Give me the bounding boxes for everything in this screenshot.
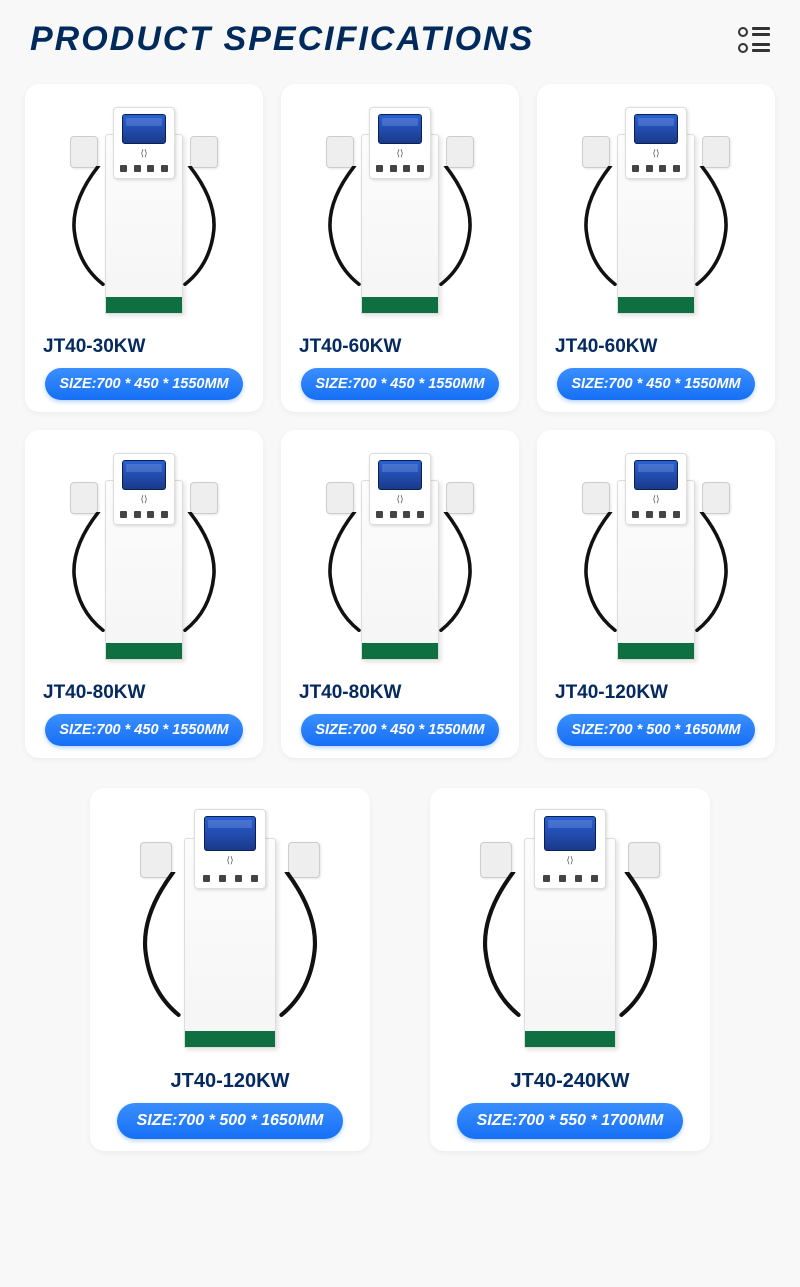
product-size-pill: SIZE:700 * 450 * 1550MM — [557, 368, 754, 400]
product-size-pill: SIZE:700 * 450 * 1550MM — [45, 714, 242, 746]
product-size-pill: SIZE:700 * 550 * 1700MM — [457, 1103, 684, 1139]
product-name-label: JT40-60KW — [547, 336, 657, 358]
product-name-label: JT40-30KW — [35, 336, 145, 358]
product-card: ⟨⟩ — [537, 430, 775, 758]
product-card: ⟨⟩ — [25, 84, 263, 412]
product-size-pill: SIZE:700 * 450 * 1550MM — [45, 368, 242, 400]
product-card: ⟨⟩ — [281, 84, 519, 412]
page-title: PRODUCT SPECIFICATIONS — [30, 20, 534, 59]
product-size-pill: SIZE:700 * 500 * 1650MM — [117, 1103, 344, 1139]
product-card: ⟨⟩ — [281, 430, 519, 758]
product-image: ⟨⟩ — [547, 96, 765, 326]
product-image: ⟨⟩ — [547, 442, 765, 672]
product-row-bottom: ⟨⟩ — [0, 788, 800, 1181]
product-name-label: JT40-60KW — [291, 336, 401, 358]
product-grid: ⟨⟩ — [0, 69, 800, 788]
product-image: ⟨⟩ — [35, 96, 253, 326]
product-name-label: JT40-120KW — [171, 1070, 290, 1093]
product-image: ⟨⟩ — [291, 96, 509, 326]
list-icon — [738, 27, 770, 53]
product-card: ⟨⟩ — [90, 788, 370, 1151]
product-image: ⟨⟩ — [35, 442, 253, 672]
product-card: ⟨⟩ — [430, 788, 710, 1151]
product-size-pill: SIZE:700 * 450 * 1550MM — [301, 714, 498, 746]
product-name-label: JT40-80KW — [35, 682, 145, 704]
product-size-pill: SIZE:700 * 450 * 1550MM — [301, 368, 498, 400]
product-name-label: JT40-80KW — [291, 682, 401, 704]
product-image: ⟨⟩ — [440, 800, 700, 1060]
page-header: PRODUCT SPECIFICATIONS — [0, 0, 800, 69]
product-size-pill: SIZE:700 * 500 * 1650MM — [557, 714, 754, 746]
product-card: ⟨⟩ — [537, 84, 775, 412]
product-card: ⟨⟩ — [25, 430, 263, 758]
product-name-label: JT40-120KW — [547, 682, 668, 704]
product-image: ⟨⟩ — [291, 442, 509, 672]
product-name-label: JT40-240KW — [511, 1070, 630, 1093]
product-image: ⟨⟩ — [100, 800, 360, 1060]
